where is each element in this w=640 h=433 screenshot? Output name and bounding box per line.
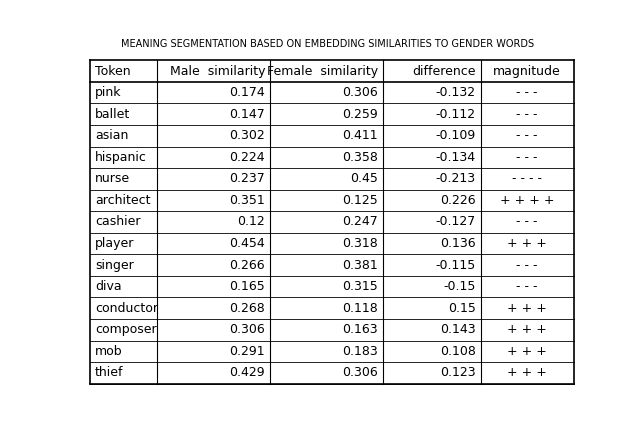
Text: -0.134: -0.134 — [436, 151, 476, 164]
Text: + + +: + + + — [508, 323, 547, 336]
Text: 0.259: 0.259 — [342, 108, 378, 121]
Text: 0.351: 0.351 — [229, 194, 265, 207]
Text: diva: diva — [95, 280, 122, 293]
Text: 0.306: 0.306 — [342, 366, 378, 379]
Text: 0.237: 0.237 — [229, 172, 265, 185]
Text: - - -: - - - — [516, 108, 538, 121]
Text: difference: difference — [412, 65, 476, 78]
Text: 0.268: 0.268 — [229, 302, 265, 315]
Text: asian: asian — [95, 129, 128, 142]
Text: composer: composer — [95, 323, 157, 336]
Text: - - -: - - - — [516, 129, 538, 142]
Text: -0.213: -0.213 — [436, 172, 476, 185]
Text: hispanic: hispanic — [95, 151, 147, 164]
Text: MEANING SEGMENTATION BASED ON EMBEDDING SIMILARITIES TO GENDER WORDS: MEANING SEGMENTATION BASED ON EMBEDDING … — [122, 39, 534, 48]
Text: cashier: cashier — [95, 216, 140, 229]
Text: Male  similarity: Male similarity — [170, 65, 265, 78]
Text: -0.132: -0.132 — [436, 86, 476, 99]
Text: conductor: conductor — [95, 302, 158, 315]
Text: + + + +: + + + + — [500, 194, 554, 207]
Text: Female  similarity: Female similarity — [267, 65, 378, 78]
Text: 0.165: 0.165 — [229, 280, 265, 293]
Text: 0.306: 0.306 — [229, 323, 265, 336]
Text: 0.315: 0.315 — [342, 280, 378, 293]
Text: 0.318: 0.318 — [342, 237, 378, 250]
Text: nurse: nurse — [95, 172, 130, 185]
Text: player: player — [95, 237, 134, 250]
Text: 0.123: 0.123 — [440, 366, 476, 379]
Text: 0.183: 0.183 — [342, 345, 378, 358]
Text: - - -: - - - — [516, 259, 538, 271]
Text: - - -: - - - — [516, 86, 538, 99]
Text: architect: architect — [95, 194, 150, 207]
Text: 0.163: 0.163 — [342, 323, 378, 336]
Text: 0.454: 0.454 — [229, 237, 265, 250]
Text: magnitude: magnitude — [493, 65, 561, 78]
Text: -0.115: -0.115 — [436, 259, 476, 271]
Text: 0.302: 0.302 — [229, 129, 265, 142]
Text: + + +: + + + — [508, 345, 547, 358]
Text: 0.224: 0.224 — [229, 151, 265, 164]
Text: singer: singer — [95, 259, 134, 271]
Text: 0.108: 0.108 — [440, 345, 476, 358]
Text: 0.381: 0.381 — [342, 259, 378, 271]
Text: 0.118: 0.118 — [342, 302, 378, 315]
Text: 0.306: 0.306 — [342, 86, 378, 99]
Text: - - - -: - - - - — [512, 172, 542, 185]
Text: 0.125: 0.125 — [342, 194, 378, 207]
Text: 0.266: 0.266 — [229, 259, 265, 271]
Text: 0.136: 0.136 — [440, 237, 476, 250]
Text: 0.15: 0.15 — [448, 302, 476, 315]
Text: + + +: + + + — [508, 302, 547, 315]
Text: 0.247: 0.247 — [342, 216, 378, 229]
Text: 0.45: 0.45 — [350, 172, 378, 185]
Text: 0.226: 0.226 — [440, 194, 476, 207]
Text: 0.12: 0.12 — [237, 216, 265, 229]
Text: - - -: - - - — [516, 280, 538, 293]
Text: -0.15: -0.15 — [444, 280, 476, 293]
Text: -0.127: -0.127 — [436, 216, 476, 229]
Text: 0.147: 0.147 — [229, 108, 265, 121]
Text: + + +: + + + — [508, 237, 547, 250]
Text: 0.143: 0.143 — [440, 323, 476, 336]
Text: - - -: - - - — [516, 216, 538, 229]
Text: + + +: + + + — [508, 366, 547, 379]
Text: 0.174: 0.174 — [229, 86, 265, 99]
Text: 0.358: 0.358 — [342, 151, 378, 164]
Text: -0.112: -0.112 — [436, 108, 476, 121]
Text: 0.291: 0.291 — [229, 345, 265, 358]
Text: 0.411: 0.411 — [342, 129, 378, 142]
Text: ballet: ballet — [95, 108, 130, 121]
Text: Token: Token — [95, 65, 131, 78]
Text: -0.109: -0.109 — [436, 129, 476, 142]
Text: - - -: - - - — [516, 151, 538, 164]
Text: pink: pink — [95, 86, 122, 99]
Text: 0.429: 0.429 — [229, 366, 265, 379]
Text: thief: thief — [95, 366, 124, 379]
Text: mob: mob — [95, 345, 122, 358]
